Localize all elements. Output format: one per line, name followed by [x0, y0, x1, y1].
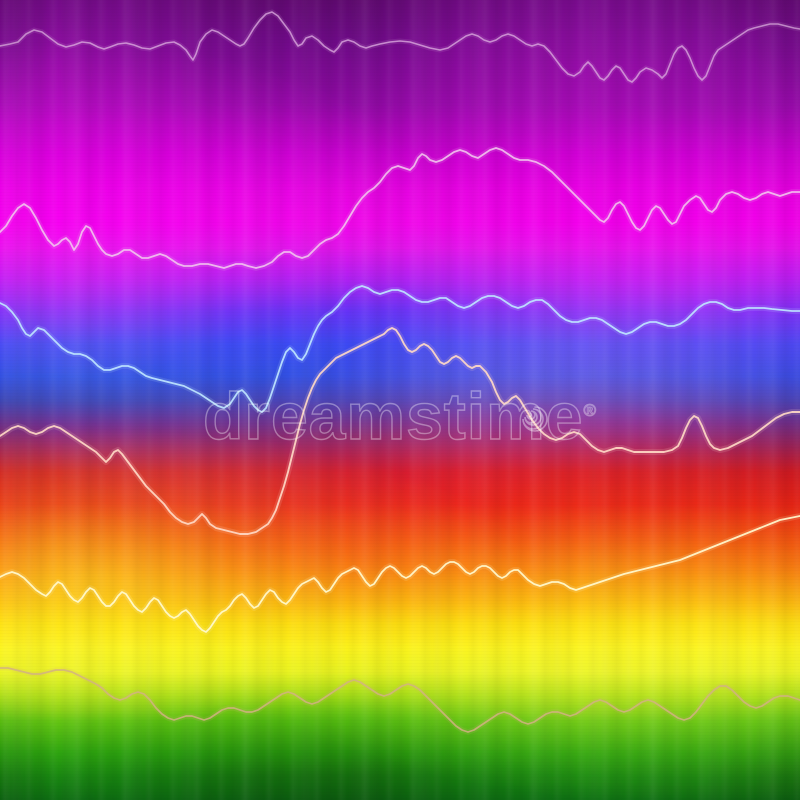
contour-red — [0, 327, 800, 535]
contour-blue — [0, 285, 800, 413]
contour-magenta-mid — [0, 147, 800, 269]
contour-purple-top — [0, 11, 800, 83]
contour-green-bottom — [0, 667, 800, 733]
contour-yellow — [0, 515, 800, 633]
